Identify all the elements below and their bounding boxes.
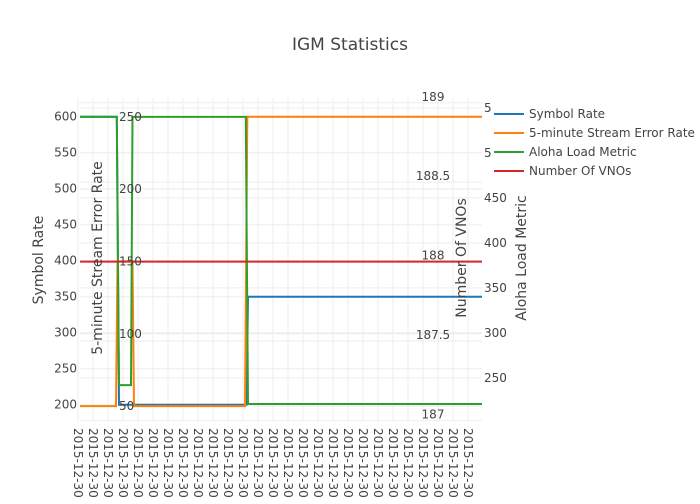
legend-item[interactable]: Number Of VNOs [494,164,631,178]
x-tick-label: 2015-12-30 1 [296,428,310,500]
x-tick-label: 2015-12-30 1 [281,428,295,500]
legend-label: Symbol Rate [529,107,605,121]
y4-tick-label: 400 [484,236,507,250]
chart-title: IGM Statistics [292,35,408,55]
tick-labels: 2015-12-30 1 2015-12-30 1 2015-12-30 1 2015… [54,90,507,504]
y3-tick-label: 188.5 [416,169,450,183]
x-tick-label: 2015-12-30 1 [71,428,85,500]
y3-tick-label: 187.5 [416,328,450,342]
y1-tick-label: 200 [54,398,77,412]
y2-tick-label: 200 [119,182,142,196]
legend-item[interactable]: Aloha Load Metric [494,145,637,159]
legend-item[interactable]: 5-minute Stream Error Rate [494,126,695,140]
x-tick-label: 2015-12-30 1 [386,428,400,500]
y1-tick-label: 450 [54,218,77,232]
y1-axis-title: Symbol Rate [31,216,47,305]
x-tick-label: 2015-12-30 1 [86,428,100,500]
x-tick-label: 2015-12-30 1 [431,428,445,500]
x-tick-label: 2015-12-30 1 [206,428,220,500]
y4-tick-label: 350 [484,281,507,295]
legend-label: Aloha Load Metric [529,145,637,159]
x-tick-label: 2015-12-30 1 [371,428,385,500]
y4-tick-label: 5 [484,146,492,160]
x-tick-label: 2015-12-30 1 [446,428,460,500]
y2-tick-label: 50 [119,399,134,413]
series-line-aloha-load-metric [80,115,482,405]
x-tick-label: 2015-12-30 1 [161,428,175,500]
y1-tick-label: 600 [54,110,77,124]
x-tick-label: 2015-12-30 1 [236,428,250,500]
x-tick-label: 2015-12-30 1 [116,428,130,500]
x-tick-label: 2015-12-30 1 [221,428,235,500]
y2-axis-title: 5-minute Stream Error Rate [90,161,106,355]
y3-tick-label: 188 [422,249,445,263]
y1-tick-label: 300 [54,326,77,340]
legend-label: 5-minute Stream Error Rate [529,126,695,140]
y3-tick-label: 187 [422,407,445,421]
y1-tick-label: 500 [54,182,77,196]
x-tick-label: 2015-12-30 1 [131,428,145,500]
x-tick-label: 2015-12-30 1 [176,428,190,500]
y4-tick-label: 5 [484,101,492,115]
x-tick-label: 2015-12-30 1 [341,428,355,500]
x-tick-label: 2015-12-30 1 [356,428,370,500]
x-tick-label: 2015-12-30 1 [416,428,430,500]
x-tick-label: 2015-12-30 1 [326,428,340,500]
y4-tick-label: 450 [484,191,507,205]
y1-tick-label: 350 [54,290,77,304]
plot-lines [80,115,482,408]
x-tick-label: 2015-12-30 1 [266,428,280,500]
y2-tick-label: 100 [119,327,142,341]
legend[interactable]: Symbol Rate 5-minute Stream Error Rate Alo… [494,107,695,178]
x-tick-label: 2015-12-30 1 [311,428,325,500]
y2-tick-label: 150 [119,254,142,268]
y1-tick-label: 550 [54,146,77,160]
y1-tick-label: 250 [54,362,77,376]
legend-item[interactable]: Symbol Rate [494,107,605,121]
y3-axis-title: Number Of VNOs [454,198,470,317]
x-tick-label: 2015-12-30 1 [101,428,115,500]
legend-label: Number Of VNOs [529,164,631,178]
y4-axis-title: Aloha Load Metric [514,195,530,321]
y4-tick-label: 250 [484,371,507,385]
y4-tick-label: 300 [484,326,507,340]
x-tick-label: 2015-12-30 1 [461,428,475,500]
x-tick-label: 2015-12-30 1 [401,428,415,500]
y3-tick-label: 189 [422,90,445,104]
x-tick-label: 2015-12-30 1 [146,428,160,500]
y2-tick-label: 250 [119,110,142,124]
y1-tick-label: 400 [54,254,77,268]
x-tick-label: 2015-12-30 1 [251,428,265,500]
x-tick-label: 2015-12-30 1 [191,428,205,500]
